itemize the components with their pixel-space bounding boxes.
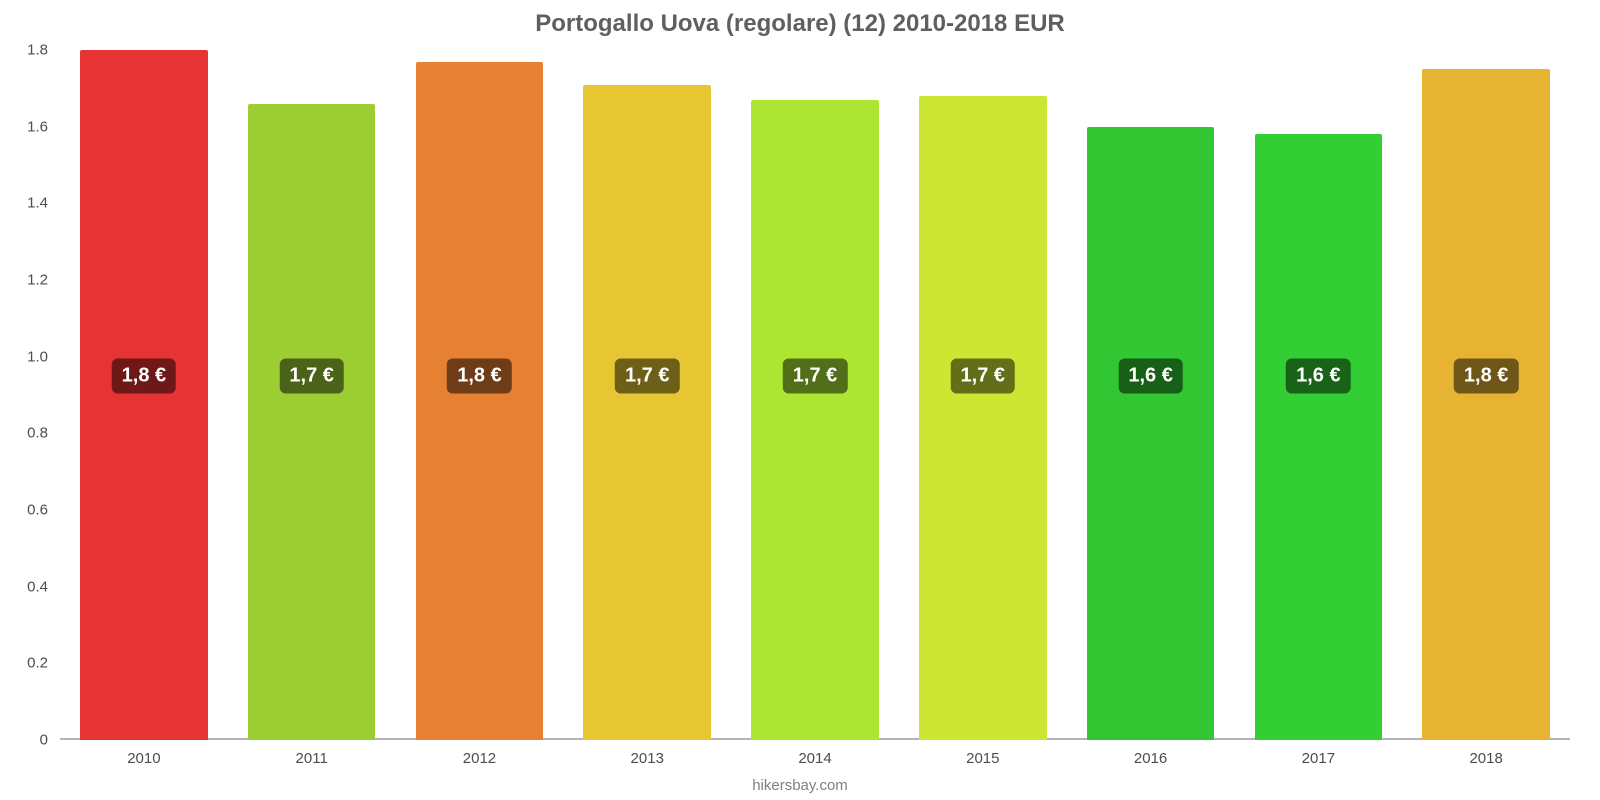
x-tick-label: 2012 bbox=[463, 740, 496, 767]
bar-value-label: 1,8 € bbox=[1454, 358, 1518, 393]
bars-group: 1,8 €20101,7 €20111,8 €20121,7 €20131,7 … bbox=[60, 50, 1570, 740]
bar: 1,8 € bbox=[416, 62, 544, 741]
bar-slot: 1,7 €2011 bbox=[228, 50, 396, 740]
chart-title: Portogallo Uova (regolare) (12) 2010-201… bbox=[0, 10, 1600, 38]
attribution-text: hikersbay.com bbox=[0, 777, 1600, 794]
bar: 1,7 € bbox=[751, 100, 879, 740]
x-tick-label: 2018 bbox=[1469, 740, 1502, 767]
bar: 1,7 € bbox=[248, 104, 376, 740]
y-tick-label: 1.0 bbox=[27, 348, 60, 365]
x-tick-label: 2010 bbox=[127, 740, 160, 767]
y-tick-label: 1.2 bbox=[27, 272, 60, 289]
x-tick-label: 2017 bbox=[1302, 740, 1335, 767]
bar-value-label: 1,6 € bbox=[1286, 358, 1350, 393]
y-tick-label: 0.2 bbox=[27, 655, 60, 672]
y-tick-label: 0.4 bbox=[27, 578, 60, 595]
bar-slot: 1,7 €2014 bbox=[731, 50, 899, 740]
bar: 1,8 € bbox=[80, 50, 208, 740]
y-tick-label: 1.8 bbox=[27, 42, 60, 59]
bar-value-label: 1,7 € bbox=[783, 358, 847, 393]
y-tick-label: 1.6 bbox=[27, 118, 60, 135]
bar: 1,6 € bbox=[1255, 134, 1383, 740]
bar-value-label: 1,7 € bbox=[279, 358, 343, 393]
x-tick-label: 2015 bbox=[966, 740, 999, 767]
y-tick-label: 1.4 bbox=[27, 195, 60, 212]
bar-slot: 1,7 €2013 bbox=[563, 50, 731, 740]
bar-value-label: 1,8 € bbox=[112, 358, 176, 393]
bar-slot: 1,8 €2010 bbox=[60, 50, 228, 740]
bar: 1,7 € bbox=[919, 96, 1047, 740]
y-tick-label: 0 bbox=[40, 732, 60, 749]
bar: 1,8 € bbox=[1422, 69, 1550, 740]
bar-slot: 1,6 €2017 bbox=[1234, 50, 1402, 740]
bar-value-label: 1,7 € bbox=[951, 358, 1015, 393]
x-tick-label: 2011 bbox=[296, 740, 328, 767]
bar: 1,6 € bbox=[1087, 127, 1215, 740]
bar-slot: 1,6 €2016 bbox=[1067, 50, 1235, 740]
y-tick-label: 0.6 bbox=[27, 502, 60, 519]
bar-slot: 1,8 €2012 bbox=[396, 50, 564, 740]
x-tick-label: 2016 bbox=[1134, 740, 1167, 767]
y-tick-label: 0.8 bbox=[27, 425, 60, 442]
bar-value-label: 1,7 € bbox=[615, 358, 679, 393]
plot-area: 1,8 €20101,7 €20111,8 €20121,7 €20131,7 … bbox=[60, 50, 1570, 740]
x-tick-label: 2013 bbox=[631, 740, 664, 767]
bar-slot: 1,7 €2015 bbox=[899, 50, 1067, 740]
x-tick-label: 2014 bbox=[798, 740, 831, 767]
bar: 1,7 € bbox=[583, 85, 711, 741]
bar-value-label: 1,8 € bbox=[447, 358, 511, 393]
bar-slot: 1,8 €2018 bbox=[1402, 50, 1570, 740]
bar-value-label: 1,6 € bbox=[1118, 358, 1182, 393]
chart-container: Portogallo Uova (regolare) (12) 2010-201… bbox=[0, 0, 1600, 800]
